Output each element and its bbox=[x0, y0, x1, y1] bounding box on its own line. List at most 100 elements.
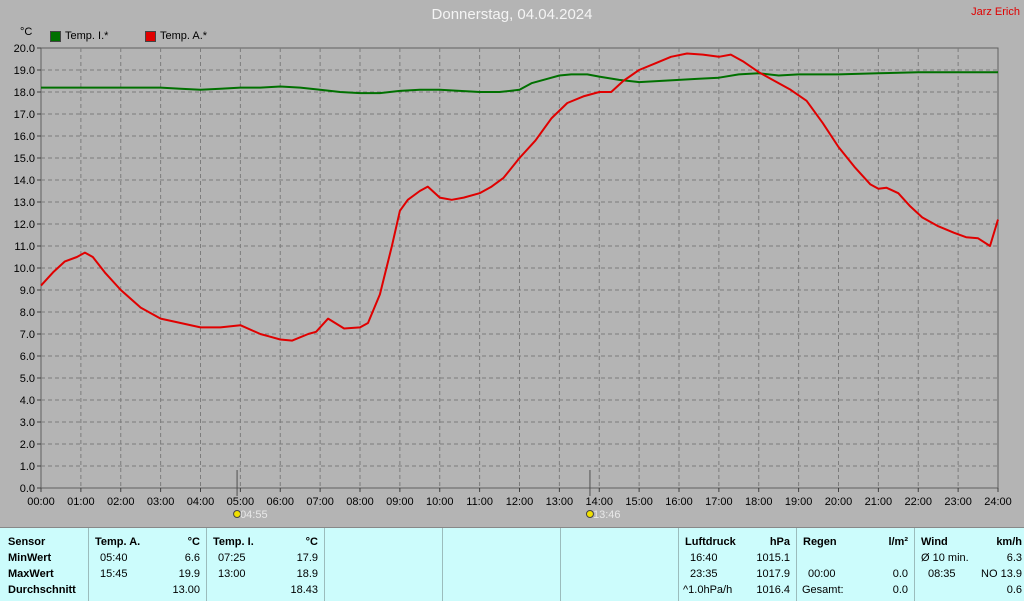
pressure-max: 1017.9 bbox=[756, 568, 790, 580]
chart-title: Donnerstag, 04.04.2024 bbox=[431, 6, 593, 23]
x-tick-label: 20:00 bbox=[825, 496, 853, 508]
series-line-temp-a bbox=[40, 52, 999, 342]
x-tick-label: 04:00 bbox=[187, 496, 215, 508]
stats-col-empty-2 bbox=[442, 528, 561, 601]
x-tick-label: 01:00 bbox=[67, 496, 95, 508]
pressure-header: Luftdruck bbox=[685, 536, 736, 548]
y-unit-label: °C bbox=[20, 26, 33, 38]
wind-last: 0.6 bbox=[1006, 584, 1022, 596]
x-tick-label: 06:00 bbox=[266, 496, 294, 508]
y-tick-label: 5.0 bbox=[20, 373, 35, 385]
temp-a-max-time: 15:45 bbox=[100, 568, 128, 580]
x-tick-label: 21:00 bbox=[865, 496, 893, 508]
y-tick-label: 10.0 bbox=[14, 263, 35, 275]
y-tick-label: 9.0 bbox=[20, 285, 35, 297]
stats-col-empty-3 bbox=[560, 528, 679, 601]
legend-temp-i: Temp. I.* bbox=[50, 30, 108, 42]
row-label-min: MinWert bbox=[8, 552, 52, 564]
legend-swatch-temp-a bbox=[145, 30, 156, 42]
y-tick-label: 16.0 bbox=[14, 131, 35, 143]
y-tick-label: 7.0 bbox=[20, 329, 35, 341]
x-tick-label: 17:00 bbox=[705, 496, 733, 508]
stats-col-temp-a: Temp. A. °C 05:40 6.6 15:45 19.9 13.00 bbox=[88, 528, 207, 601]
stats-table: Sensor MinWert MaxWert Durchschnitt Temp… bbox=[0, 527, 1024, 601]
y-tick-label: 18.0 bbox=[14, 87, 35, 99]
temp-i-max-time: 13:00 bbox=[218, 568, 246, 580]
y-tick-label: 2.0 bbox=[20, 439, 35, 451]
x-tick-label: 12:00 bbox=[506, 496, 534, 508]
pressure-current: 1016.4 bbox=[756, 584, 790, 596]
y-tick-label: 17.0 bbox=[14, 109, 35, 121]
stats-col-sensor: Sensor MinWert MaxWert Durchschnitt bbox=[0, 528, 89, 601]
y-tick-label: 6.0 bbox=[20, 351, 35, 363]
temp-a-avg: 13.00 bbox=[172, 584, 200, 596]
row-label-avg: Durchschnitt bbox=[8, 584, 76, 596]
stats-col-temp-i: Temp. I. °C 07:25 17.9 13:00 18.9 18.43 bbox=[206, 528, 325, 601]
wind-avg-label: Ø 10 min. bbox=[921, 552, 969, 564]
y-tick-label: 11.0 bbox=[14, 241, 35, 253]
y-tick-label: 14.0 bbox=[14, 175, 35, 187]
y-tick-label: 20.0 bbox=[14, 43, 35, 55]
x-tick-label: 19:00 bbox=[785, 496, 813, 508]
rain-header: Regen bbox=[803, 536, 837, 548]
wind-avg: 6.3 bbox=[1006, 552, 1022, 564]
wind-max-time: 08:35 bbox=[928, 568, 956, 580]
stats-col-pressure: Luftdruck hPa 16:40 1015.1 23:35 1017.9 … bbox=[678, 528, 797, 601]
y-tick-label: 1.0 bbox=[20, 461, 35, 473]
temp-i-min: 17.9 bbox=[296, 552, 318, 564]
legend-label-temp-a: Temp. A.* bbox=[160, 30, 208, 42]
temp-a-unit: °C bbox=[187, 536, 200, 548]
y-tick-label: 8.0 bbox=[20, 307, 35, 319]
sunrise-time-label: 04:55 bbox=[240, 509, 268, 521]
y-tick-label: 0.0 bbox=[20, 483, 35, 495]
temp-i-unit: °C bbox=[305, 536, 318, 548]
sunrise-icon bbox=[233, 510, 242, 518]
pressure-max-time: 23:35 bbox=[690, 568, 718, 580]
x-tick-label: 11:00 bbox=[466, 496, 493, 508]
y-tick-label: 19.0 bbox=[14, 65, 35, 77]
x-tick-label: 14:00 bbox=[585, 496, 613, 508]
wind-max: NO 13.9 bbox=[981, 568, 1022, 580]
x-tick-label: 00:00 bbox=[27, 496, 55, 508]
stats-col-empty-1 bbox=[324, 528, 443, 601]
temp-a-min: 6.6 bbox=[184, 552, 200, 564]
temperature-chart: 0.0 1.0 2.0 3.0 4.0 5.0 6.0 7.0 8.0 9.0 10.0 11.0 12… bbox=[14, 43, 1012, 521]
x-tick-label: 13:00 bbox=[546, 496, 574, 508]
temp-i-header: Temp. I. bbox=[213, 536, 254, 548]
sensor-header: Sensor bbox=[8, 536, 46, 548]
pressure-unit: hPa bbox=[769, 536, 790, 548]
row-label-max: MaxWert bbox=[8, 568, 54, 580]
rain-value: 0.0 bbox=[892, 568, 908, 580]
pressure-trend: ^1.0hPa/h bbox=[683, 584, 733, 596]
rain-time: 00:00 bbox=[808, 568, 836, 580]
y-tick-label: 15.0 bbox=[14, 153, 35, 165]
x-tick-label: 09:00 bbox=[386, 496, 414, 508]
legend-swatch-temp-i bbox=[50, 30, 61, 42]
rain-unit: l/m² bbox=[888, 536, 908, 548]
sun-noon-time-label: 13:46 bbox=[593, 509, 621, 521]
temp-a-header: Temp. A. bbox=[95, 536, 141, 548]
x-tick-label: 18:00 bbox=[745, 496, 773, 508]
temp-i-min-time: 07:25 bbox=[218, 552, 246, 564]
x-tick-label: 07:00 bbox=[306, 496, 334, 508]
rain-total-label: Gesamt: bbox=[802, 584, 844, 596]
x-tick-label: 03:00 bbox=[147, 496, 175, 508]
y-tick-label: 13.0 bbox=[14, 197, 35, 209]
temp-a-min-time: 05:40 bbox=[100, 552, 128, 564]
x-tick-label: 24:00 bbox=[984, 496, 1012, 508]
temp-i-max: 18.9 bbox=[296, 568, 318, 580]
stats-col-wind: Wind km/h Ø 10 min. 6.3 08:35 NO 13.9 0.… bbox=[914, 528, 1024, 601]
rain-total: 0.0 bbox=[892, 584, 908, 596]
wind-header: Wind bbox=[921, 536, 948, 548]
author-label: Jarz Erich bbox=[971, 6, 1020, 18]
x-tick-label: 10:00 bbox=[426, 496, 454, 508]
y-tick-label: 3.0 bbox=[20, 417, 35, 429]
pressure-min: 1015.1 bbox=[756, 552, 790, 564]
legend-label-temp-i: Temp. I.* bbox=[65, 30, 109, 42]
sun-noon-icon bbox=[585, 510, 594, 518]
y-tick-label: 12.0 bbox=[14, 219, 35, 231]
wind-unit: km/h bbox=[996, 536, 1022, 548]
temp-a-max: 19.9 bbox=[178, 568, 200, 580]
x-tick-label: 16:00 bbox=[665, 496, 693, 508]
temp-i-avg: 18.43 bbox=[290, 584, 318, 596]
